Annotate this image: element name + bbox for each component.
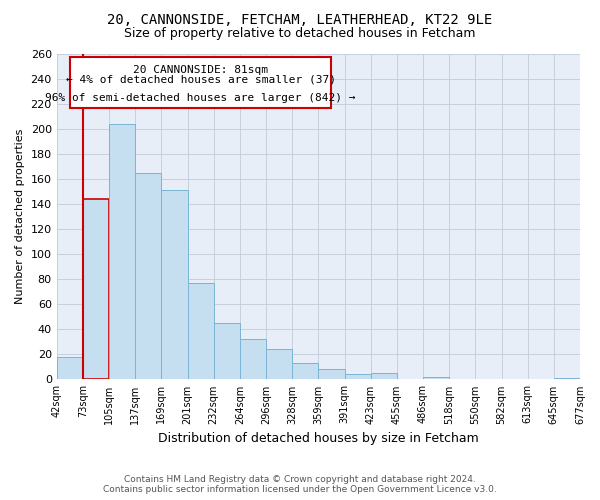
Text: Size of property relative to detached houses in Fetcham: Size of property relative to detached ho… bbox=[124, 28, 476, 40]
Bar bbox=[344, 374, 371, 380]
Bar bbox=[187, 283, 214, 380]
Bar bbox=[371, 373, 397, 380]
Text: 20 CANNONSIDE: 81sqm: 20 CANNONSIDE: 81sqm bbox=[133, 66, 268, 76]
Bar bbox=[240, 340, 266, 380]
Bar bbox=[56, 357, 83, 380]
Bar bbox=[292, 363, 319, 380]
Bar bbox=[109, 124, 135, 380]
Bar bbox=[214, 323, 240, 380]
X-axis label: Distribution of detached houses by size in Fetcham: Distribution of detached houses by size … bbox=[158, 432, 479, 445]
Bar bbox=[83, 199, 109, 380]
Text: ← 4% of detached houses are smaller (37): ← 4% of detached houses are smaller (37) bbox=[65, 75, 335, 85]
Bar bbox=[135, 173, 161, 380]
Bar bbox=[423, 377, 449, 380]
Text: Contains HM Land Registry data © Crown copyright and database right 2024.
Contai: Contains HM Land Registry data © Crown c… bbox=[103, 474, 497, 494]
Y-axis label: Number of detached properties: Number of detached properties bbox=[15, 129, 25, 304]
Text: 20, CANNONSIDE, FETCHAM, LEATHERHEAD, KT22 9LE: 20, CANNONSIDE, FETCHAM, LEATHERHEAD, KT… bbox=[107, 12, 493, 26]
Bar bbox=[554, 378, 580, 380]
Bar bbox=[266, 350, 292, 380]
Text: 96% of semi-detached houses are larger (842) →: 96% of semi-detached houses are larger (… bbox=[46, 92, 356, 102]
FancyBboxPatch shape bbox=[70, 58, 331, 108]
Bar bbox=[161, 190, 187, 380]
Bar bbox=[319, 370, 344, 380]
